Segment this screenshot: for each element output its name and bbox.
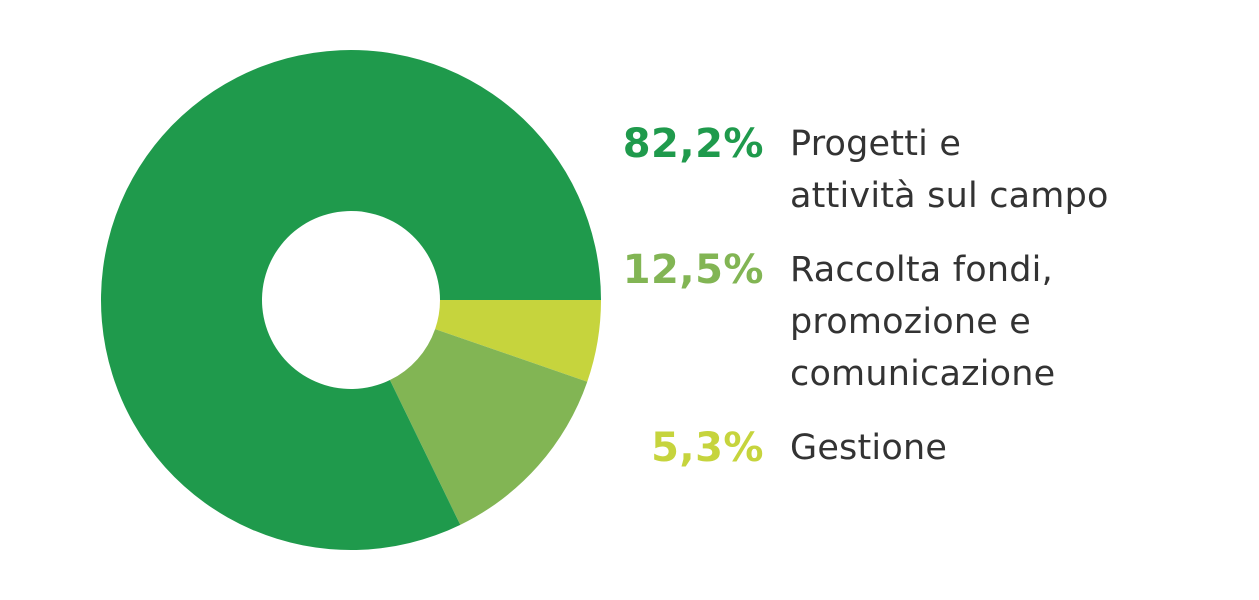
legend-item-raccolta-fondi: 12,5% Raccolta fondi, promozione e comun…: [600, 244, 1240, 400]
slice-progetti: [101, 49, 601, 550]
legend-item-gestione: 5,3% Gestione: [600, 422, 1240, 474]
legend-label-gestione: Gestione: [790, 428, 948, 468]
legend-label-raccolta-fondi: Raccolta fondi, promozione e comunicazio…: [790, 250, 1056, 394]
legend-value-raccolta-fondi: 12,5%: [622, 247, 764, 293]
legend-item-progetti: 82,2% Progetti e attività sul campo: [600, 118, 1240, 222]
legend-label-progetti: Progetti e attività sul campo: [790, 124, 1109, 216]
legend-value-gestione: 5,3%: [651, 425, 764, 471]
slice-gestione: [435, 300, 601, 382]
legend: 82,2% Progetti e attività sul campo 12,5…: [600, 118, 1240, 496]
donut-svg: [101, 49, 601, 550]
slice-raccolta-fondi: [389, 329, 588, 525]
legend-value-progetti: 82,2%: [622, 121, 764, 167]
